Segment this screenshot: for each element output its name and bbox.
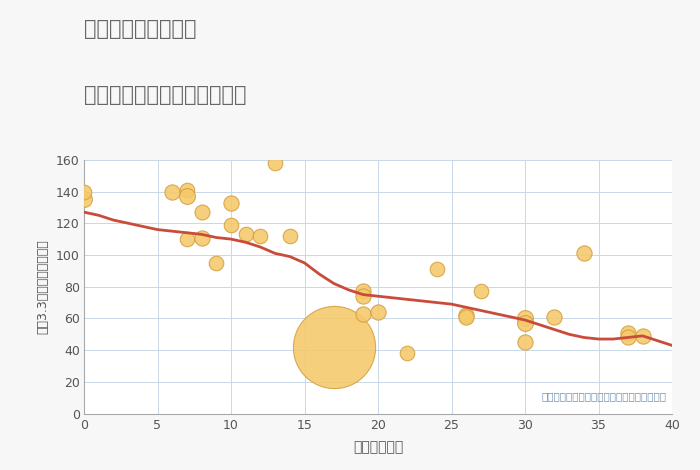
Point <box>622 329 634 337</box>
Point <box>431 266 442 273</box>
Point <box>622 334 634 341</box>
Point <box>372 308 384 316</box>
Point <box>167 188 178 196</box>
Point <box>181 186 193 194</box>
Point <box>225 199 237 206</box>
Point <box>255 232 266 240</box>
Point <box>181 235 193 243</box>
Text: 神奈川県平塚市土屋: 神奈川県平塚市土屋 <box>84 19 197 39</box>
Point <box>578 250 589 257</box>
Point <box>475 288 486 295</box>
Point <box>211 259 222 266</box>
Point <box>637 332 648 340</box>
Point <box>402 350 413 357</box>
Point <box>328 343 339 351</box>
Point <box>196 234 207 241</box>
Point <box>78 196 90 203</box>
Point <box>196 208 207 216</box>
Point <box>461 313 472 321</box>
Point <box>225 221 237 228</box>
Point <box>519 315 531 322</box>
X-axis label: 築年数（年）: 築年数（年） <box>353 440 403 454</box>
Y-axis label: 坪（3.3㎡）単価（万円）: 坪（3.3㎡）単価（万円） <box>36 239 49 334</box>
Point <box>358 288 369 295</box>
Point <box>240 231 251 238</box>
Point <box>461 312 472 319</box>
Point <box>519 320 531 327</box>
Point <box>549 313 560 321</box>
Point <box>181 193 193 200</box>
Point <box>78 188 90 196</box>
Point <box>358 310 369 317</box>
Point <box>270 159 281 167</box>
Point <box>284 232 295 240</box>
Text: 円の大きさは、取引のあった物件面積を示す: 円の大きさは、取引のあった物件面積を示す <box>541 391 666 401</box>
Point <box>358 292 369 300</box>
Point <box>519 338 531 346</box>
Text: 築年数別中古マンション価格: 築年数別中古マンション価格 <box>84 85 246 105</box>
